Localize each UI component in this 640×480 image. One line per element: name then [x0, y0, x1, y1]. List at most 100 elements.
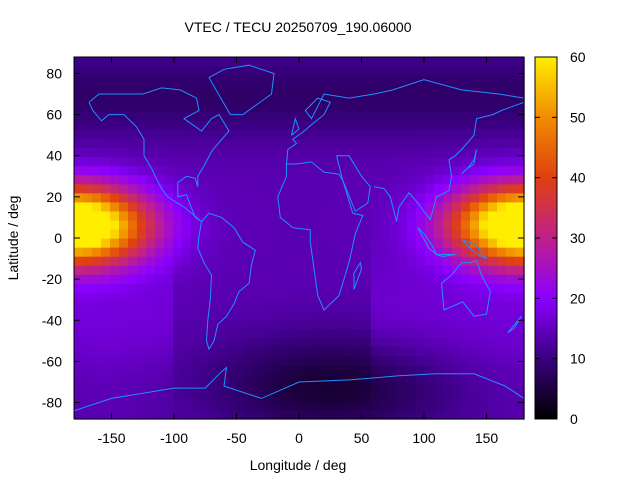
heatmap-cell	[362, 364, 372, 375]
heatmap-cell	[425, 156, 435, 167]
heatmap-cell	[200, 228, 210, 239]
y-tick-label: -80	[42, 395, 62, 411]
heatmap-cell	[299, 120, 309, 130]
heatmap-cell	[74, 111, 84, 121]
heatmap-cell	[308, 346, 318, 357]
heatmap-cell	[119, 283, 129, 293]
heatmap-cell	[470, 364, 480, 375]
heatmap-cell	[137, 256, 147, 266]
heatmap-cell	[506, 409, 516, 420]
heatmap-cell	[479, 283, 489, 293]
heatmap-cell	[146, 310, 156, 321]
heatmap-cell	[317, 238, 327, 248]
heatmap-cell	[227, 400, 237, 411]
heatmap-cell	[110, 265, 120, 275]
heatmap-cell	[515, 228, 525, 239]
heatmap-cell	[209, 138, 219, 149]
heatmap-cell	[389, 265, 399, 275]
heatmap-cell	[209, 75, 219, 85]
heatmap-cell	[344, 120, 354, 130]
heatmap-cell	[452, 75, 462, 85]
heatmap-cell	[155, 219, 165, 230]
heatmap-cell	[470, 174, 480, 185]
heatmap-cell	[146, 364, 156, 375]
heatmap-cell	[254, 102, 264, 112]
heatmap-cell	[344, 57, 354, 67]
heatmap-cell	[101, 147, 111, 158]
heatmap-cell	[245, 219, 255, 230]
heatmap-cell	[137, 183, 147, 194]
heatmap-cell	[128, 129, 138, 140]
heatmap-cell	[182, 156, 192, 167]
heatmap-cell	[281, 201, 291, 212]
heatmap-cell	[254, 183, 264, 194]
heatmap-cell	[173, 57, 183, 67]
heatmap-cell	[290, 111, 300, 121]
coastline	[88, 87, 230, 222]
heatmap-cell	[479, 409, 489, 420]
heatmap-cell	[479, 319, 489, 330]
heatmap-cell	[236, 355, 246, 366]
heatmap-cell	[272, 292, 282, 302]
heatmap-cell	[470, 201, 480, 212]
heatmap-cell	[74, 310, 84, 321]
heatmap-cell	[200, 57, 210, 67]
heatmap-cell	[398, 382, 408, 393]
heatmap-cell	[299, 346, 309, 357]
heatmap-cell	[263, 165, 273, 176]
heatmap-cell	[155, 210, 165, 221]
heatmap-cell	[263, 192, 273, 203]
heatmap-cell	[164, 319, 174, 330]
heatmap-cell	[92, 120, 102, 130]
heatmap-cell	[443, 102, 453, 112]
heatmap-cell	[182, 201, 192, 212]
heatmap-cell	[452, 328, 462, 339]
heatmap-cell	[515, 238, 525, 248]
heatmap-cell	[362, 346, 372, 357]
heatmap-cell	[245, 373, 255, 384]
heatmap-cell	[155, 373, 165, 384]
heatmap-cell	[245, 400, 255, 411]
heatmap-cell	[272, 400, 282, 411]
heatmap-cell	[470, 66, 480, 76]
heatmap-cell	[74, 373, 84, 384]
heatmap-cell	[254, 210, 264, 221]
heatmap-cell	[452, 192, 462, 203]
heatmap-cell	[281, 111, 291, 121]
heatmap-cell	[470, 355, 480, 366]
heatmap-cell	[353, 328, 363, 339]
heatmap-cell	[92, 201, 102, 212]
heatmap-cell	[290, 400, 300, 411]
heatmap-cell	[137, 156, 147, 167]
heatmap-cell	[74, 156, 84, 167]
heatmap-cell	[146, 183, 156, 194]
heatmap-cell	[479, 120, 489, 130]
heatmap-cell	[398, 57, 408, 67]
heatmap-cell	[236, 373, 246, 384]
heatmap-cell	[281, 129, 291, 140]
heatmap-cell	[92, 238, 102, 248]
heatmap-cell	[452, 219, 462, 230]
heatmap-cell	[209, 364, 219, 375]
heatmap-cell	[236, 156, 246, 167]
heatmap-cell	[398, 192, 408, 203]
heatmap-cell	[164, 219, 174, 230]
heatmap-cell	[128, 382, 138, 393]
heatmap-cell	[470, 57, 480, 67]
heatmap-cell	[191, 111, 201, 121]
y-tick-label: 0	[54, 230, 62, 246]
heatmap-cell	[110, 382, 120, 393]
heatmap-cell	[137, 147, 147, 158]
heatmap-cell	[515, 120, 525, 130]
heatmap-cell	[380, 391, 390, 402]
heatmap-cell	[335, 138, 345, 149]
heatmap-cell	[146, 201, 156, 212]
heatmap-cell	[362, 283, 372, 293]
heatmap-cell	[209, 256, 219, 266]
heatmap-cell	[272, 111, 282, 121]
heatmap-cell	[443, 256, 453, 266]
heatmap-cell	[371, 310, 381, 321]
heatmap-cell	[155, 57, 165, 67]
heatmap-cell	[92, 75, 102, 85]
coastline	[286, 79, 525, 165]
